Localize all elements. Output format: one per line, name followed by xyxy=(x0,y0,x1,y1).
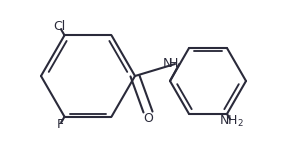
Text: O: O xyxy=(143,112,153,125)
Text: NH$_2$: NH$_2$ xyxy=(219,114,244,129)
Text: N: N xyxy=(162,57,172,70)
Text: H: H xyxy=(169,57,178,70)
Text: F: F xyxy=(56,118,63,131)
Text: Cl: Cl xyxy=(53,20,66,33)
